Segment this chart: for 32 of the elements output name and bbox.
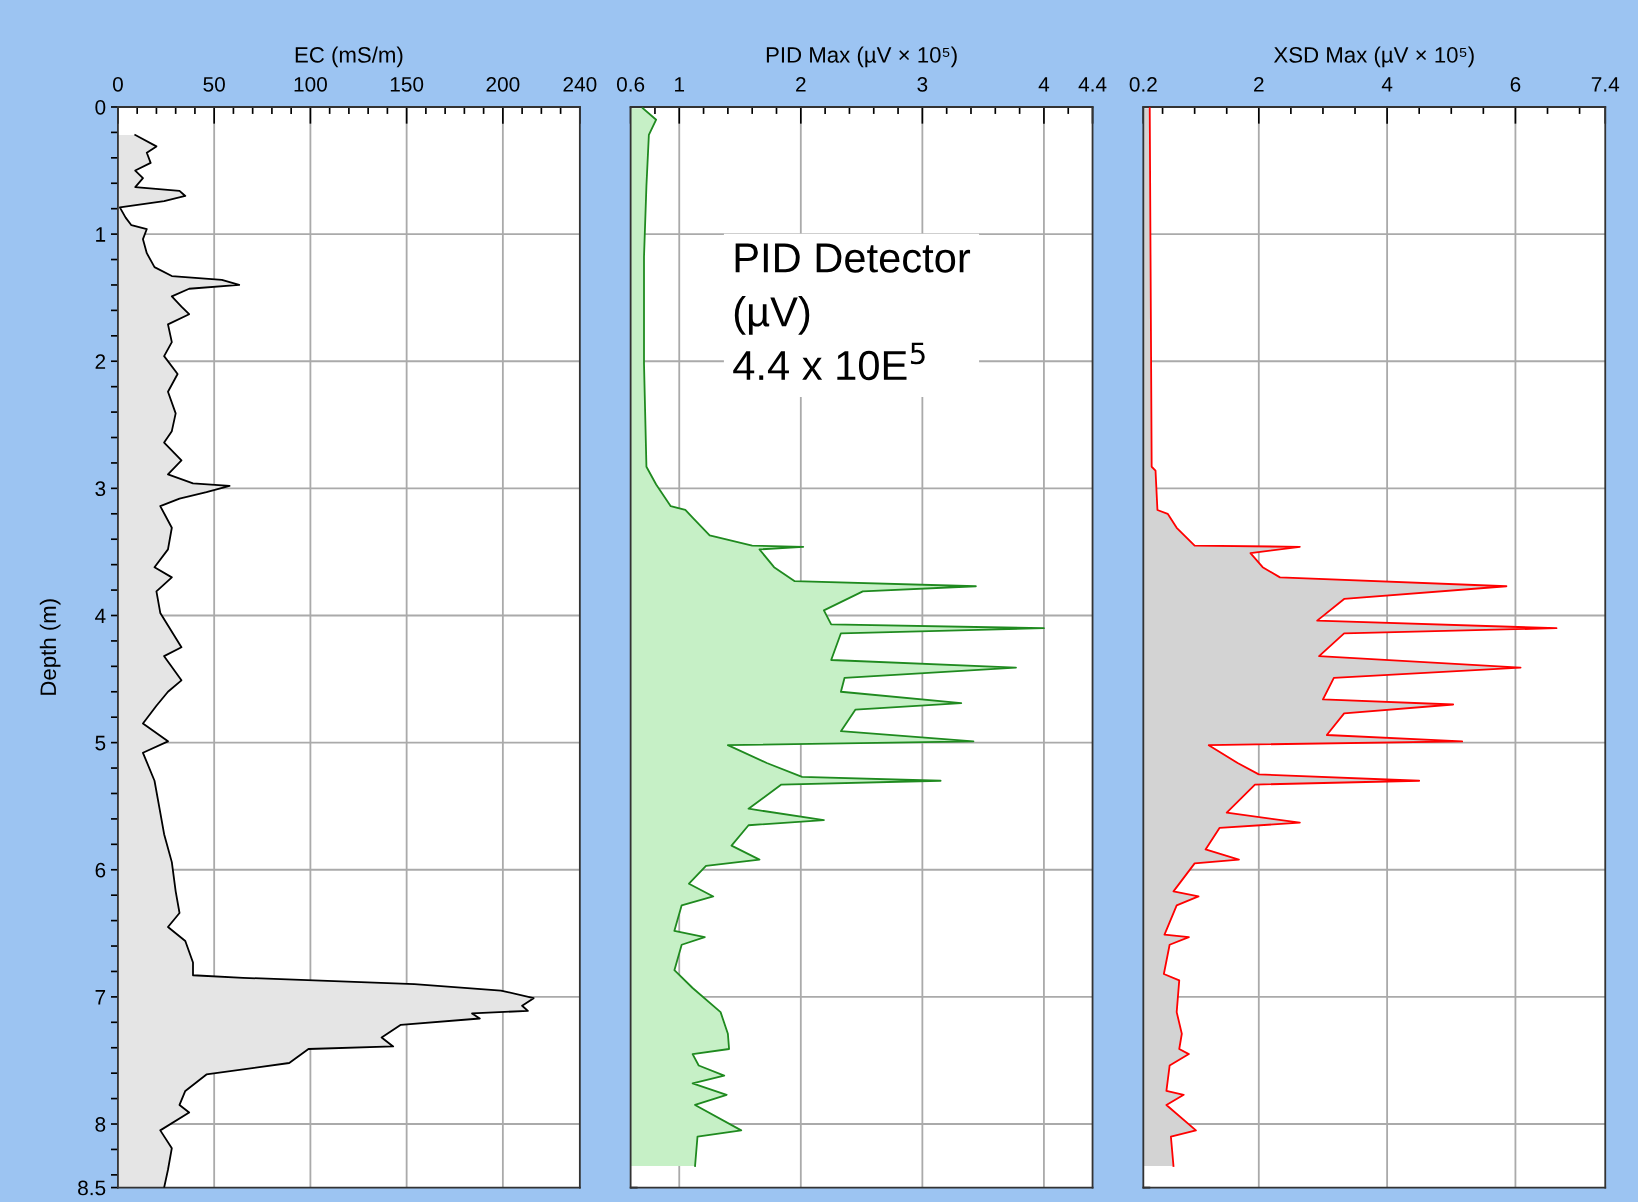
x-axis-title: EC (mS/m) bbox=[295, 46, 403, 68]
y-tick-label: 8.5 bbox=[78, 1180, 106, 1196]
x-axis-title: XSD Max (µV × 10⁵) bbox=[1273, 46, 1474, 68]
x-tick-label: 7.4 bbox=[1591, 77, 1620, 92]
y-tick-label: 0 bbox=[95, 99, 106, 115]
x-tick-label: 0.6 bbox=[616, 77, 645, 92]
y-tick-label: 8 bbox=[95, 1117, 106, 1132]
x-tick-label: 240 bbox=[563, 77, 597, 92]
x-tick-label: 4 bbox=[1381, 77, 1393, 92]
y-tick-label: 4 bbox=[95, 608, 106, 624]
x-tick-label: 200 bbox=[486, 77, 520, 92]
annotation: PID Detector (µV) 4.4 x 10E$^{5}$ bbox=[733, 243, 971, 381]
x-tick-label: 0 bbox=[112, 77, 123, 92]
x-tick-label: 0.2 bbox=[1129, 77, 1157, 92]
y-tick-label: 2 bbox=[95, 354, 106, 369]
x-tick-label: 150 bbox=[390, 77, 424, 92]
y-tick-label: 6 bbox=[95, 862, 106, 878]
y-tick-label: 3 bbox=[95, 481, 106, 497]
x-tick-label: 1 bbox=[675, 77, 685, 92]
x-tick-label: 100 bbox=[294, 77, 327, 92]
y-tick-label: 1 bbox=[96, 227, 106, 242]
x-tick-label: 3 bbox=[917, 77, 928, 92]
y-tick-label: 5 bbox=[95, 735, 106, 751]
y-tick-label: 7 bbox=[95, 990, 106, 1005]
x-tick-label: 2 bbox=[1254, 77, 1264, 92]
x-tick-label: 50 bbox=[203, 77, 225, 92]
x-tick-label: 4.4 bbox=[1078, 77, 1107, 92]
x-axis-title: PID Max (µV × 10⁵) bbox=[766, 46, 957, 68]
y-axis-title: Depth (m) bbox=[39, 599, 61, 695]
x-tick-label: 4 bbox=[1038, 77, 1050, 92]
x-tick-label: 2 bbox=[796, 77, 806, 92]
x-tick-label: 6 bbox=[1510, 77, 1521, 92]
